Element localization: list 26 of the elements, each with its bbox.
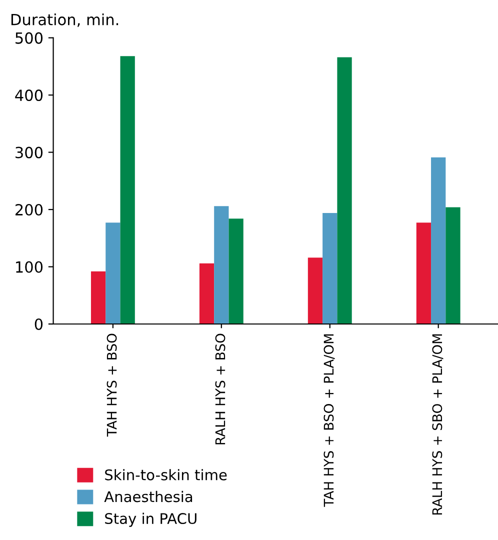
x-tick-label: RALH HYS + SBO + PLA/OM (432, 334, 444, 515)
bar (431, 157, 446, 324)
x-tick-label: TAH HYS + BSO + PLA/OM (324, 334, 335, 507)
bar (416, 222, 432, 324)
bar (446, 207, 460, 324)
bar (308, 258, 323, 324)
x-tick-label: RALH HYS + BSO (215, 334, 226, 444)
legend-label: Skin-to-skin time (105, 469, 227, 480)
bar (214, 206, 229, 324)
y-tick-label: 300 (16, 146, 43, 158)
bar (106, 222, 120, 324)
y-tick-label: 400 (15, 90, 43, 102)
y-axis-title: Duration, min. (11, 14, 118, 27)
y-tick-label: 100 (16, 261, 43, 273)
x-tick-label: TAH HYS + BSO (106, 334, 117, 437)
legend-label: Anaesthesia (104, 490, 192, 502)
bar (337, 57, 352, 324)
bar (199, 263, 214, 324)
bar (120, 56, 135, 324)
legend-label: Stay in PACU (105, 512, 196, 527)
y-tick-label: 200 (16, 204, 43, 216)
y-tick-label: 500 (16, 32, 43, 44)
bar (228, 218, 244, 324)
y-tick-label: 0 (34, 318, 43, 330)
bar (90, 271, 106, 324)
bar (322, 212, 338, 324)
